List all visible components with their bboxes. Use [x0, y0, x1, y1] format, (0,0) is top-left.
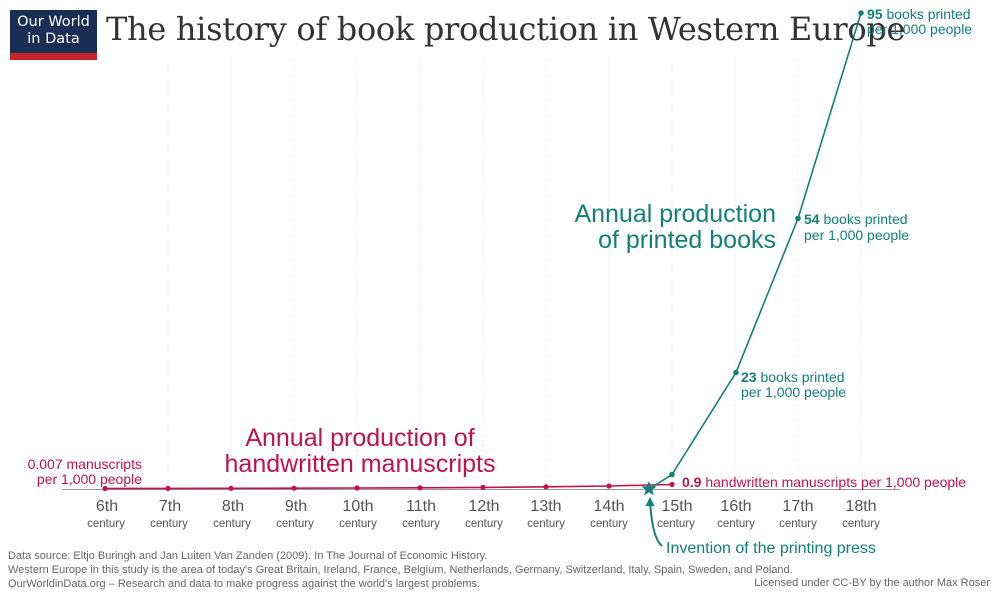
- tick-unit: century: [150, 518, 188, 530]
- logo-line-2: in Data: [27, 31, 80, 47]
- tick-label: 11th: [406, 498, 436, 515]
- value-label-54: 54 books printed: [804, 211, 908, 227]
- series-printed-books: [648, 10, 864, 490]
- tick-label: 13th: [530, 498, 561, 515]
- printing-press-arrow-icon: [649, 499, 663, 547]
- tick-unit: century: [402, 518, 440, 530]
- value-label-23: 23 books printed: [741, 369, 845, 385]
- tick-unit: century: [213, 518, 251, 530]
- tick-unit: century: [779, 518, 817, 530]
- tick-unit: century: [87, 518, 125, 530]
- manuscripts-labels: Annual production of handwritten manuscr…: [28, 424, 967, 490]
- tick-label: 10th: [342, 498, 373, 515]
- value-label-95: 95 books printed: [867, 6, 971, 22]
- manuscripts-series-title: handwritten manuscripts: [225, 450, 496, 478]
- tick-label: 17th: [782, 498, 813, 515]
- tick-label: 14th: [593, 498, 624, 515]
- end-value-label: 0.9 handwritten manuscripts per 1,000 pe…: [682, 474, 966, 490]
- printing-press-star-icon: [641, 481, 657, 496]
- start-value-label: 0.007 manuscripts: [28, 456, 142, 472]
- data-source: Data source: Eltjo Buringh and Jan Luite…: [8, 550, 488, 562]
- site-link[interactable]: OurWorldinData.org – Research and data t…: [8, 578, 481, 590]
- value-label-54-unit: per 1,000 people: [804, 227, 909, 243]
- tick-unit: century: [717, 518, 755, 530]
- footer: Data source: Eltjo Buringh and Jan Luite…: [8, 549, 793, 591]
- manuscripts-series-title: Annual production of: [245, 424, 474, 452]
- start-value-label: per 1,000 people: [37, 471, 142, 487]
- tick-label: 16th: [720, 498, 751, 515]
- printed-series-title: Annual production: [574, 200, 776, 228]
- value-label-95-unit: per 1,000 people: [867, 21, 972, 37]
- tick-unit: century: [657, 518, 695, 530]
- tick-label: 15th: [661, 498, 692, 515]
- tick-unit: century: [527, 518, 565, 530]
- chart-title: The history of book production in Wester…: [106, 10, 906, 48]
- x-axis-ticks: 6th 7th 8th 9th 10th 11th 12th 13th 14th…: [87, 498, 880, 530]
- tick-label: 6th: [96, 498, 118, 515]
- tick-unit: century: [276, 518, 314, 530]
- series-manuscripts: [102, 481, 675, 492]
- logo-line-1: Our World: [17, 14, 90, 30]
- tick-unit: century: [842, 518, 880, 530]
- value-label-23-unit: per 1,000 people: [741, 384, 846, 400]
- arrow-head-icon: [645, 497, 655, 506]
- tick-label: 12th: [468, 498, 499, 515]
- license-note: Licensed under CC-BY by the author Max R…: [754, 577, 990, 589]
- printing-press-label: Invention of the printing press: [666, 540, 876, 557]
- owid-logo[interactable]: Our World in Data: [10, 10, 97, 60]
- tick-label: 18th: [845, 498, 876, 515]
- tick-label: 7th: [159, 498, 181, 515]
- tick-label: 9th: [285, 498, 307, 515]
- tick-unit: century: [590, 518, 628, 530]
- region-note: Western Europe in this study is the area…: [8, 564, 793, 576]
- tick-unit: century: [465, 518, 503, 530]
- printed-series-title: of printed books: [598, 226, 776, 254]
- tick-label: 8th: [222, 498, 244, 515]
- printed-labels: Annual production of printed books 23 bo…: [574, 6, 972, 557]
- tick-unit: century: [339, 518, 377, 530]
